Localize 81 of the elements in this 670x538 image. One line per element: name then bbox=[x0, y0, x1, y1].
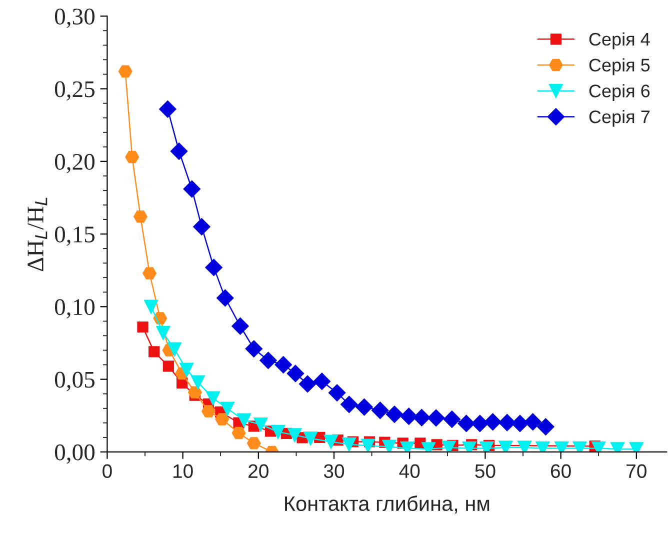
point bbox=[356, 398, 373, 416]
point bbox=[518, 440, 532, 452]
point bbox=[245, 340, 262, 358]
point bbox=[216, 289, 234, 306]
point bbox=[148, 346, 160, 358]
y-tick-label: 0,15 bbox=[54, 226, 94, 246]
point bbox=[288, 428, 302, 442]
point bbox=[298, 375, 316, 392]
x-tick-label: 10 bbox=[173, 464, 193, 478]
point bbox=[183, 180, 200, 198]
x-tick-label: 70 bbox=[626, 464, 646, 478]
legend-label: Серія 6 bbox=[589, 84, 650, 101]
point bbox=[137, 321, 148, 333]
point bbox=[271, 424, 286, 439]
point bbox=[232, 426, 246, 440]
point bbox=[188, 386, 202, 398]
point bbox=[260, 352, 277, 369]
y-tick-label: 0,30 bbox=[54, 8, 94, 28]
point bbox=[361, 438, 375, 452]
y-tick-label: 0,00 bbox=[54, 444, 94, 464]
y-tick-label: 0,10 bbox=[54, 299, 94, 318]
point bbox=[144, 300, 158, 314]
y-tick-label: 0,05 bbox=[54, 372, 94, 392]
x-tick-label: 40 bbox=[399, 464, 420, 478]
point bbox=[342, 437, 356, 452]
point bbox=[484, 413, 502, 430]
point bbox=[458, 414, 475, 432]
legend-label: Серія 7 bbox=[589, 110, 650, 127]
point bbox=[220, 402, 234, 416]
point bbox=[372, 402, 389, 419]
point bbox=[168, 342, 182, 356]
x-tick-label: 0 bbox=[102, 464, 112, 478]
point bbox=[237, 413, 251, 428]
point bbox=[413, 409, 430, 426]
point bbox=[328, 384, 346, 402]
x-tick-label: 30 bbox=[324, 464, 344, 478]
point bbox=[156, 326, 170, 340]
x-tick-label: 60 bbox=[550, 464, 571, 478]
legend-label: Серія 4 bbox=[589, 32, 650, 50]
point bbox=[206, 391, 220, 406]
point bbox=[524, 413, 542, 430]
point bbox=[286, 364, 304, 382]
point bbox=[313, 372, 330, 390]
point bbox=[304, 431, 318, 446]
y-tick-label: 0,20 bbox=[54, 154, 94, 174]
point bbox=[215, 413, 230, 426]
point bbox=[134, 210, 148, 223]
point bbox=[537, 418, 554, 436]
point bbox=[382, 440, 396, 452]
point bbox=[170, 142, 188, 160]
point bbox=[202, 405, 216, 418]
point bbox=[125, 150, 140, 164]
point bbox=[324, 434, 338, 449]
point bbox=[118, 65, 132, 78]
legend-label: Серія 5 bbox=[589, 58, 650, 76]
point bbox=[511, 414, 529, 432]
point bbox=[443, 410, 460, 428]
point bbox=[193, 218, 210, 236]
point bbox=[159, 100, 176, 118]
point bbox=[205, 258, 222, 276]
x-tick-label: 50 bbox=[475, 464, 496, 478]
x-tick-label: 20 bbox=[248, 464, 268, 478]
point bbox=[162, 360, 174, 372]
point bbox=[498, 440, 513, 452]
point bbox=[428, 409, 445, 426]
point bbox=[274, 356, 292, 374]
point bbox=[498, 414, 516, 432]
point bbox=[340, 396, 358, 413]
y-tick-label: 0,25 bbox=[54, 81, 94, 101]
point bbox=[190, 375, 205, 390]
point bbox=[180, 362, 194, 377]
x-axis-title: Контакта глибина, нм bbox=[285, 496, 490, 514]
point bbox=[142, 267, 156, 280]
point bbox=[400, 408, 418, 425]
y-axis-title: ΔH$_{L}$/H$_{L}$ bbox=[28, 198, 48, 272]
point bbox=[246, 437, 261, 450]
point bbox=[254, 418, 268, 432]
point bbox=[386, 406, 404, 423]
point bbox=[232, 318, 249, 335]
point bbox=[442, 440, 456, 452]
point bbox=[471, 414, 488, 432]
